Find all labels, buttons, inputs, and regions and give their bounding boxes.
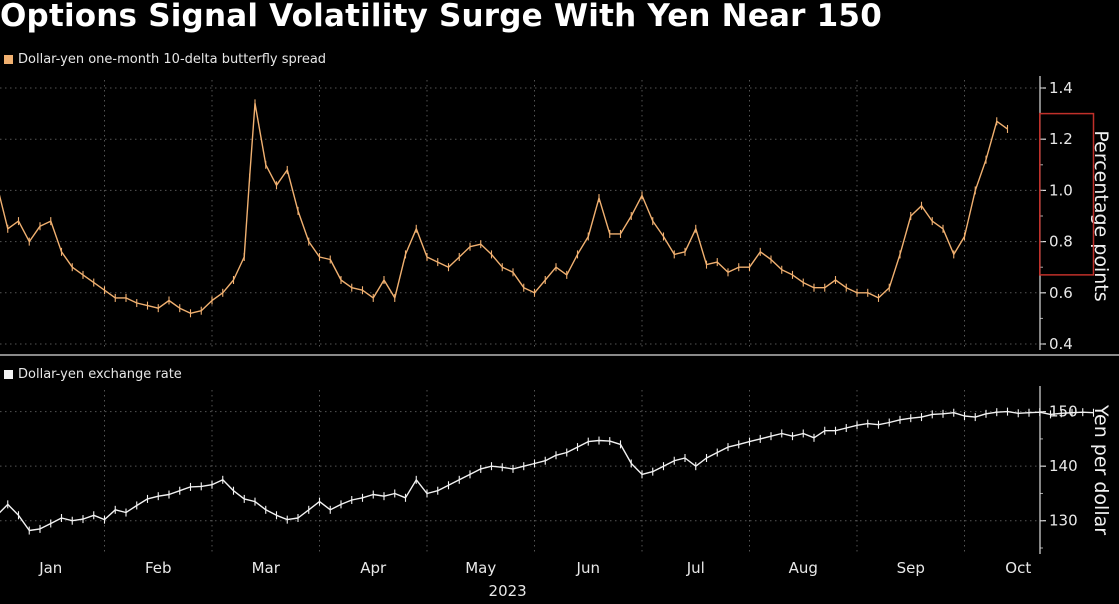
y-tick-label: 0.6	[1049, 284, 1073, 302]
x-axis-year: 2023	[489, 582, 527, 600]
y-tick-label: 1.0	[1049, 181, 1073, 199]
y-tick-label: 1.2	[1049, 130, 1073, 148]
legend-exchange-rate: Dollar-yen exchange rate	[4, 367, 182, 382]
highlight-box	[1039, 112, 1095, 276]
series-line	[0, 102, 1008, 314]
y-tick-label: 150	[1049, 403, 1078, 421]
x-tick-label-sep: Sep	[897, 559, 925, 577]
x-tick-label-jan: Jan	[38, 559, 62, 577]
x-tick-label-aug: Aug	[789, 559, 818, 577]
x-tick-label-jul: Jul	[686, 559, 705, 577]
y-tick-label: 140	[1049, 457, 1078, 475]
x-tick-label-mar: Mar	[252, 559, 281, 577]
x-tick-label-apr: Apr	[360, 559, 387, 577]
y-axis-label: Yen per dollar	[1090, 404, 1112, 535]
y-tick-label: 130	[1049, 512, 1078, 530]
chart-title: Options Signal Volatility Surge With Yen…	[0, 0, 882, 34]
x-tick-label-oct: Oct	[1005, 559, 1031, 577]
x-tick-label-may: May	[465, 559, 496, 577]
legend-swatch-butterfly	[4, 55, 13, 64]
legend-butterfly: Dollar-yen one-month 10-delta butterfly …	[4, 52, 326, 67]
series-line	[0, 410, 1094, 532]
legend-label-butterfly: Dollar-yen one-month 10-delta butterfly …	[18, 52, 327, 67]
x-tick-label-feb: Feb	[145, 559, 172, 577]
legend-swatch-exchange-rate	[4, 370, 13, 379]
x-tick-label-jun: Jun	[576, 559, 600, 577]
y-axis-label: Percentage points	[1090, 130, 1112, 301]
y-tick-label: 0.4	[1049, 335, 1073, 353]
y-tick-label: 1.4	[1049, 79, 1073, 97]
y-tick-label: 0.8	[1049, 233, 1073, 251]
legend-label-exchange-rate: Dollar-yen exchange rate	[18, 367, 182, 382]
